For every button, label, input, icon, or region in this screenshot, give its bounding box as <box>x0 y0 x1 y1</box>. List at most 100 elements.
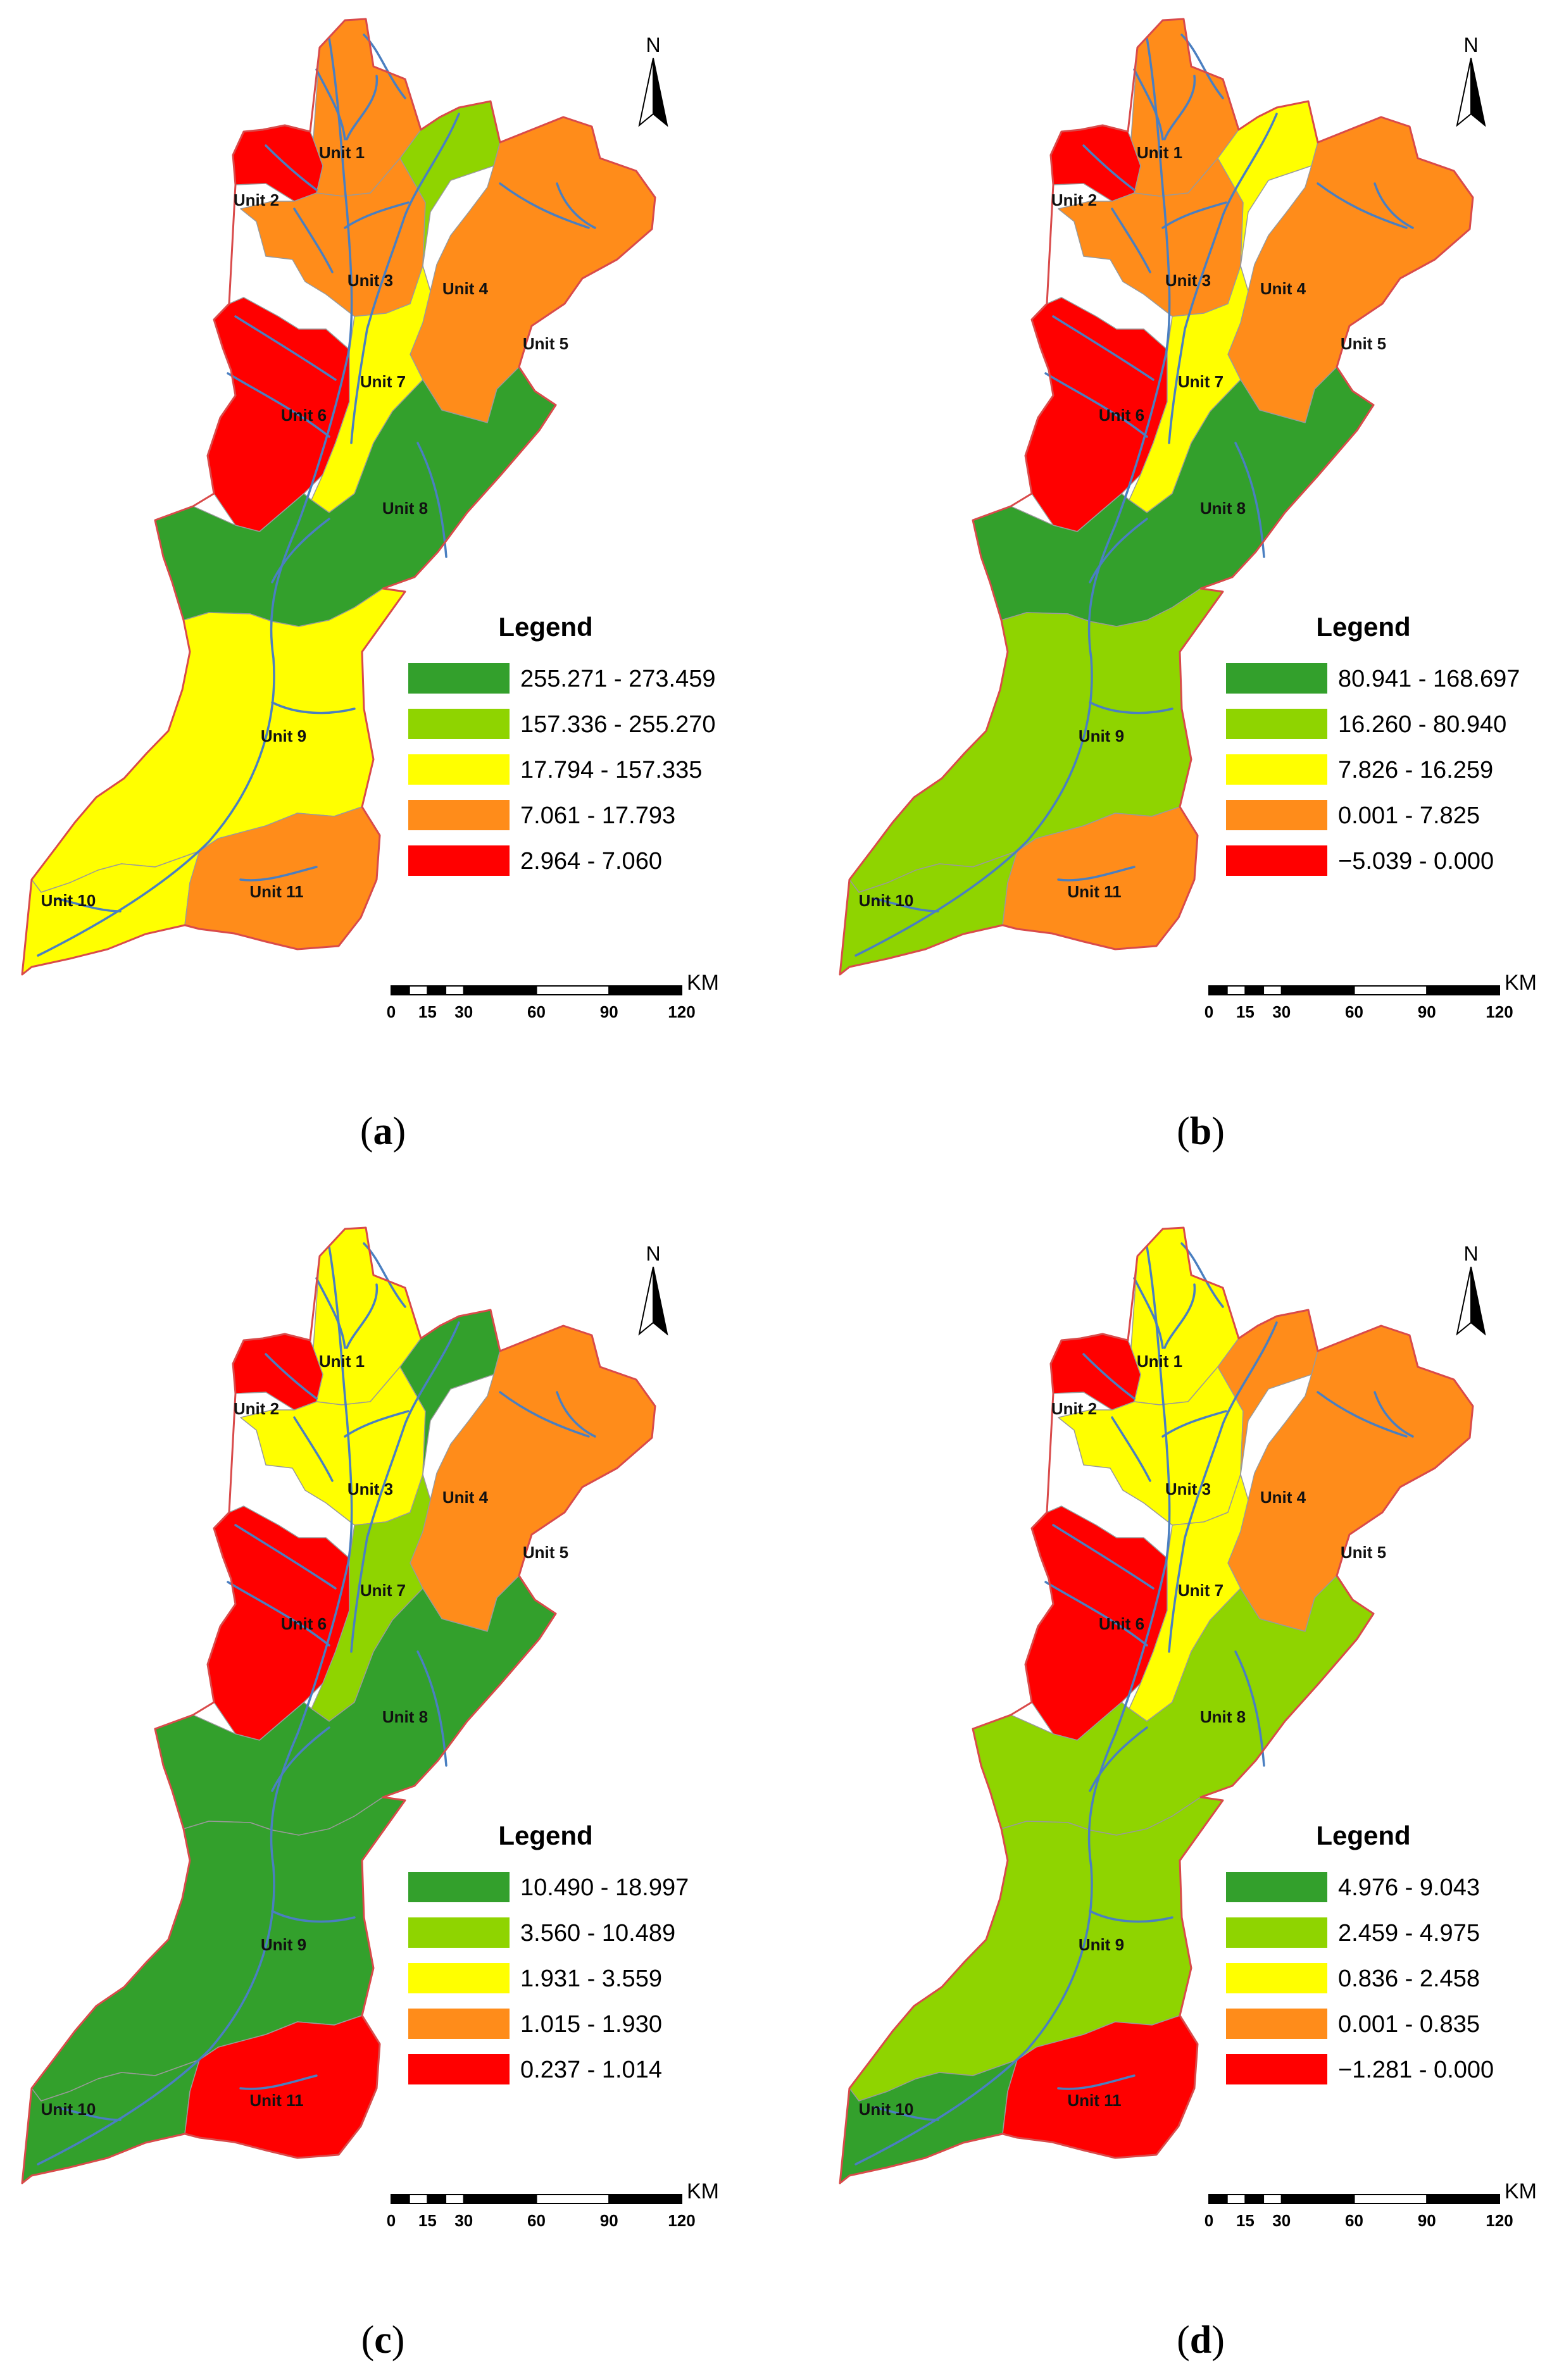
legend-swatch-2 <box>1226 1917 1327 1948</box>
river-15 <box>271 701 356 714</box>
panel-caption: (a) <box>360 1110 406 1153</box>
unit-3-region <box>1058 1366 1244 1526</box>
legend-swatch-5 <box>1226 2054 1327 2084</box>
north-label: N <box>646 1242 660 1265</box>
panel-caption-letter: b <box>1190 1110 1211 1153</box>
legend: Legend 255.271 - 273.459 157.336 - 255.270… <box>408 612 716 876</box>
river-14 <box>271 1726 330 1792</box>
river-16 <box>239 2074 318 2090</box>
unit-8-label: Unit 8 <box>382 1707 428 1726</box>
unit-5-label: Unit 5 <box>1341 1543 1386 1562</box>
unit-3-region <box>240 158 426 317</box>
legend-label-2: 157.336 - 255.270 <box>520 711 716 738</box>
legend-swatch-5 <box>1226 845 1327 876</box>
unit-10-label: Unit 10 <box>41 2100 96 2119</box>
river-10 <box>1168 113 1278 444</box>
scale-unit: KM <box>687 971 719 995</box>
unit-8-label: Unit 8 <box>1200 499 1246 518</box>
unit-4-label: Unit 4 <box>442 279 489 298</box>
unit-4-label: Unit 4 <box>442 1488 489 1507</box>
unit-6-label: Unit 6 <box>1099 406 1144 425</box>
scale-segment-3 <box>1244 985 1265 995</box>
north-arrow-left-half <box>638 1266 654 1336</box>
river-12 <box>556 1391 596 1438</box>
unit-8-label: Unit 8 <box>382 499 428 518</box>
river-11 <box>1317 182 1408 229</box>
river-16 <box>1057 866 1136 882</box>
scale-tick-5: 90 <box>1418 2211 1436 2230</box>
river-10 <box>350 113 460 444</box>
scale-bar: 0 15 30 60 90 120 KM <box>387 971 719 1021</box>
river-6 <box>293 208 334 273</box>
scale-segment-3 <box>427 2194 447 2204</box>
legend-swatch-1 <box>408 1872 510 1902</box>
scale-segment-5 <box>463 985 537 995</box>
scale-tick-3: 30 <box>1272 1002 1291 1021</box>
scale-segment-1 <box>1208 2194 1228 2204</box>
legend-swatch-3 <box>1226 754 1327 785</box>
legend-swatch-4 <box>1226 2009 1327 2039</box>
scale-tick-1: 0 <box>1205 1002 1213 1021</box>
river-network <box>37 1242 596 2165</box>
scale-unit: KM <box>687 2179 719 2203</box>
unit-2-region <box>232 1333 323 1411</box>
scale-tick-5: 90 <box>600 1002 618 1021</box>
scale-tick-2: 15 <box>1236 2211 1255 2230</box>
legend-label-4: 0.001 - 7.825 <box>1338 802 1480 829</box>
river-1 <box>37 1245 353 2165</box>
unit-9-label: Unit 9 <box>1079 1935 1124 1954</box>
river-11 <box>499 1391 590 1438</box>
scale-segment-1 <box>391 2194 410 2204</box>
scale-segment-3 <box>427 985 447 995</box>
legend-label-5: 2.964 - 7.060 <box>520 848 662 875</box>
panel-caption-letter: a <box>373 1110 393 1153</box>
river-14 <box>1089 1726 1148 1792</box>
legend-label-2: 3.560 - 10.489 <box>520 1920 675 1947</box>
river-1 <box>854 1245 1171 2165</box>
scale-tick-6: 120 <box>1486 2211 1513 2230</box>
legend: Legend 80.941 - 168.697 16.260 - 80.940 7.8… <box>1226 612 1520 876</box>
scale-segment-7 <box>608 2194 682 2204</box>
scale-segment-6 <box>535 2194 610 2204</box>
watershed-boundary <box>21 18 656 976</box>
legend-label-5: −1.281 - 0.000 <box>1338 2057 1494 2083</box>
map-panel-c: Unit 1 Unit 2 Unit 3 Unit 4 Unit 5 Unit 6 Unit… <box>21 1226 719 2362</box>
unit-9-label: Unit 9 <box>261 1935 306 1954</box>
legend-swatch-5 <box>408 845 510 876</box>
north-label: N <box>1463 34 1478 56</box>
legend-label-4: 7.061 - 17.793 <box>520 802 675 829</box>
unit-2-label: Unit 2 <box>1051 1399 1097 1418</box>
scale-segment-1 <box>1208 985 1228 995</box>
unit-1-label: Unit 1 <box>1137 1352 1182 1371</box>
river-16 <box>239 866 318 882</box>
scale-segment-5 <box>1280 2194 1355 2204</box>
river-4 <box>315 68 346 140</box>
unit-9-label: Unit 9 <box>261 726 306 745</box>
north-arrow-left-half <box>1456 58 1472 127</box>
river-4 <box>315 1277 346 1349</box>
scale-tick-6: 120 <box>1486 1002 1513 1021</box>
panel-caption: (c) <box>361 2319 405 2362</box>
river-9 <box>227 1581 330 1647</box>
legend-label-1: 80.941 - 168.697 <box>1338 666 1520 692</box>
north-arrow-left-half <box>638 58 654 127</box>
legend: Legend 10.490 - 18.997 3.560 - 10.489 1.931… <box>408 1821 689 2084</box>
scale-tick-3: 30 <box>454 1002 473 1021</box>
unit-2-label: Unit 2 <box>234 190 279 209</box>
river-16 <box>1057 2074 1136 2090</box>
north-arrow-left-half <box>1456 1266 1472 1336</box>
scale-tick-2: 15 <box>418 2211 437 2230</box>
river-6 <box>1111 1416 1151 1482</box>
north-label: N <box>1463 1242 1478 1265</box>
unit-6-label: Unit 6 <box>1099 1614 1144 1633</box>
legend-label-4: 1.015 - 1.930 <box>520 2011 662 2038</box>
legend-label-1: 10.490 - 18.997 <box>520 1874 689 1901</box>
unit-7-label: Unit 7 <box>360 1581 406 1600</box>
river-14 <box>1089 518 1148 583</box>
unit-9-label: Unit 9 <box>1079 726 1124 745</box>
legend-swatch-2 <box>408 1917 510 1948</box>
river-1 <box>37 37 353 957</box>
scale-tick-3: 30 <box>1272 2211 1291 2230</box>
north-arrow-icon: N <box>1456 1242 1486 1336</box>
river-6 <box>293 1416 334 1482</box>
